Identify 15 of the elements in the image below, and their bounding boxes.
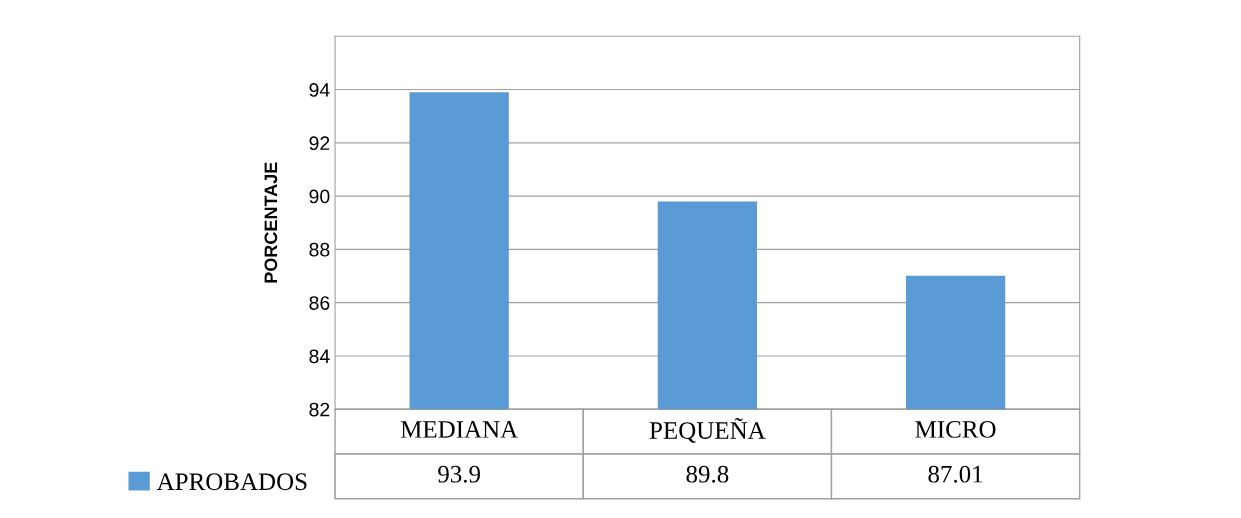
y-tick-label: 90 <box>309 189 330 204</box>
x-tick-label: MEDIANA <box>400 421 519 438</box>
legend-label: APROBADOS <box>156 473 307 491</box>
data-label: 87.01 <box>928 465 983 483</box>
y-tick-label: 94 <box>309 83 330 97</box>
y-tick-label: 84 <box>309 349 330 364</box>
y-tick-label: 88 <box>309 242 330 257</box>
data-label: 89.8 <box>686 465 729 483</box>
y-tick-label: 82 <box>309 402 330 417</box>
y-tick-label: 92 <box>309 136 330 151</box>
y-tick-label: 86 <box>309 296 330 310</box>
x-tick-label: MICRO <box>915 421 996 438</box>
x-tick-label: PEQUEÑA <box>649 417 766 443</box>
y-axis-title: PORCENTAJE <box>264 162 278 283</box>
data-label: 93.9 <box>438 465 481 483</box>
